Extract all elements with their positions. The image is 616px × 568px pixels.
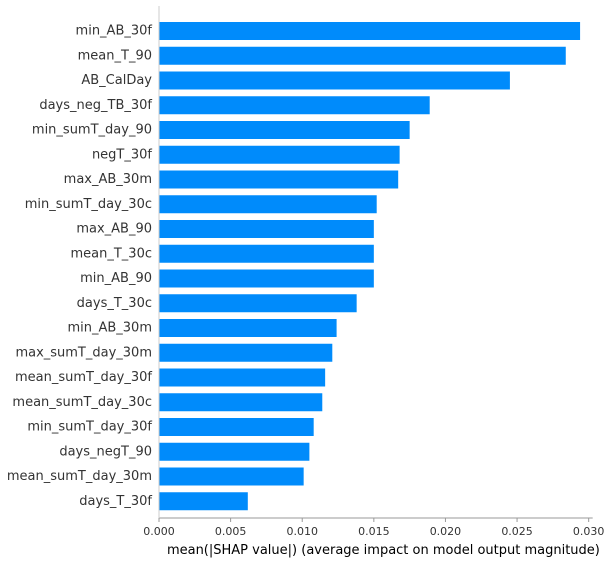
y-tick-label: min_AB_30m [67, 321, 152, 336]
y-tick-label: mean_sumT_day_30c [12, 395, 152, 410]
bar-AB_CalDay [159, 71, 510, 90]
y-tick-label: min_sumT_day_30c [25, 197, 152, 212]
y-tick-label: mean_T_30c [71, 246, 153, 261]
y-tick-label: min_sumT_day_30f [27, 420, 152, 435]
bar-mean_sumT_day_30m [159, 467, 304, 486]
bar-max_AB_90 [159, 220, 374, 238]
bar-mean_T_30c [159, 244, 374, 263]
y-tick-label: negT_30f [92, 147, 152, 162]
x-tick-label: 0.030 [573, 525, 605, 538]
bar-min_sumT_day_30c [159, 195, 377, 214]
bar-mean_T_90 [159, 46, 566, 65]
bar-mean_sumT_day_30c [159, 393, 323, 412]
bar-days_T_30c [159, 294, 357, 313]
bar-min_AB_30m [159, 319, 337, 337]
x-ticks-group: 0.000 0.005 0.010 0.015 0.020 0.025 0.030 [143, 518, 604, 538]
y-tick-label: min_AB_30f [76, 24, 153, 39]
x-axis-label: mean(|SHAP value|) (average impact on mo… [167, 543, 600, 558]
y-tick-label: min_AB_90 [80, 271, 152, 286]
bar-days_T_30f [159, 492, 248, 511]
x-tick-label: 0.025 [501, 525, 533, 538]
y-tick-label: max_sumT_day_30m [15, 345, 152, 360]
x-tick-label: 0.005 [215, 525, 247, 538]
y-tick-label: days_T_30c [77, 296, 152, 311]
y-tick-label: mean_sumT_day_30m [7, 469, 152, 484]
y-tick-label: max_AB_90 [76, 222, 152, 237]
x-tick-label: 0.000 [143, 525, 175, 538]
bar-min_sumT_day_90 [159, 121, 410, 139]
x-tick-label: 0.010 [286, 525, 318, 538]
bar-min_AB_30f [159, 22, 581, 40]
bar-negT_30f [159, 145, 400, 164]
x-tick-label: 0.015 [358, 525, 390, 538]
bar-mean_sumT_day_30f [159, 368, 326, 387]
bar-days_negT_90 [159, 442, 310, 461]
bar-days_neg_TB_30f [159, 96, 430, 115]
bar-max_AB_30m [159, 170, 399, 189]
y-tick-label: days_negT_90 [59, 444, 152, 459]
bar-max_sumT_day_30m [159, 343, 333, 362]
y-tick-labels: min_AB_30f mean_T_90 AB_CalDay days_neg_TB_… [7, 24, 153, 509]
y-tick-label: mean_T_90 [78, 48, 152, 63]
bar-min_AB_90 [159, 269, 374, 288]
y-tick-label: mean_sumT_day_30f [15, 370, 152, 385]
y-tick-label: days_T_30f [79, 494, 152, 509]
bars-group [159, 22, 581, 511]
bar-min_sumT_day_30f [159, 418, 314, 436]
y-tick-label: max_AB_30m [64, 172, 152, 187]
y-tick-label: days_neg_TB_30f [39, 98, 152, 113]
y-tick-label: AB_CalDay [81, 73, 152, 88]
x-tick-label: 0.020 [430, 525, 462, 538]
y-tick-label: min_sumT_day_90 [32, 123, 152, 138]
